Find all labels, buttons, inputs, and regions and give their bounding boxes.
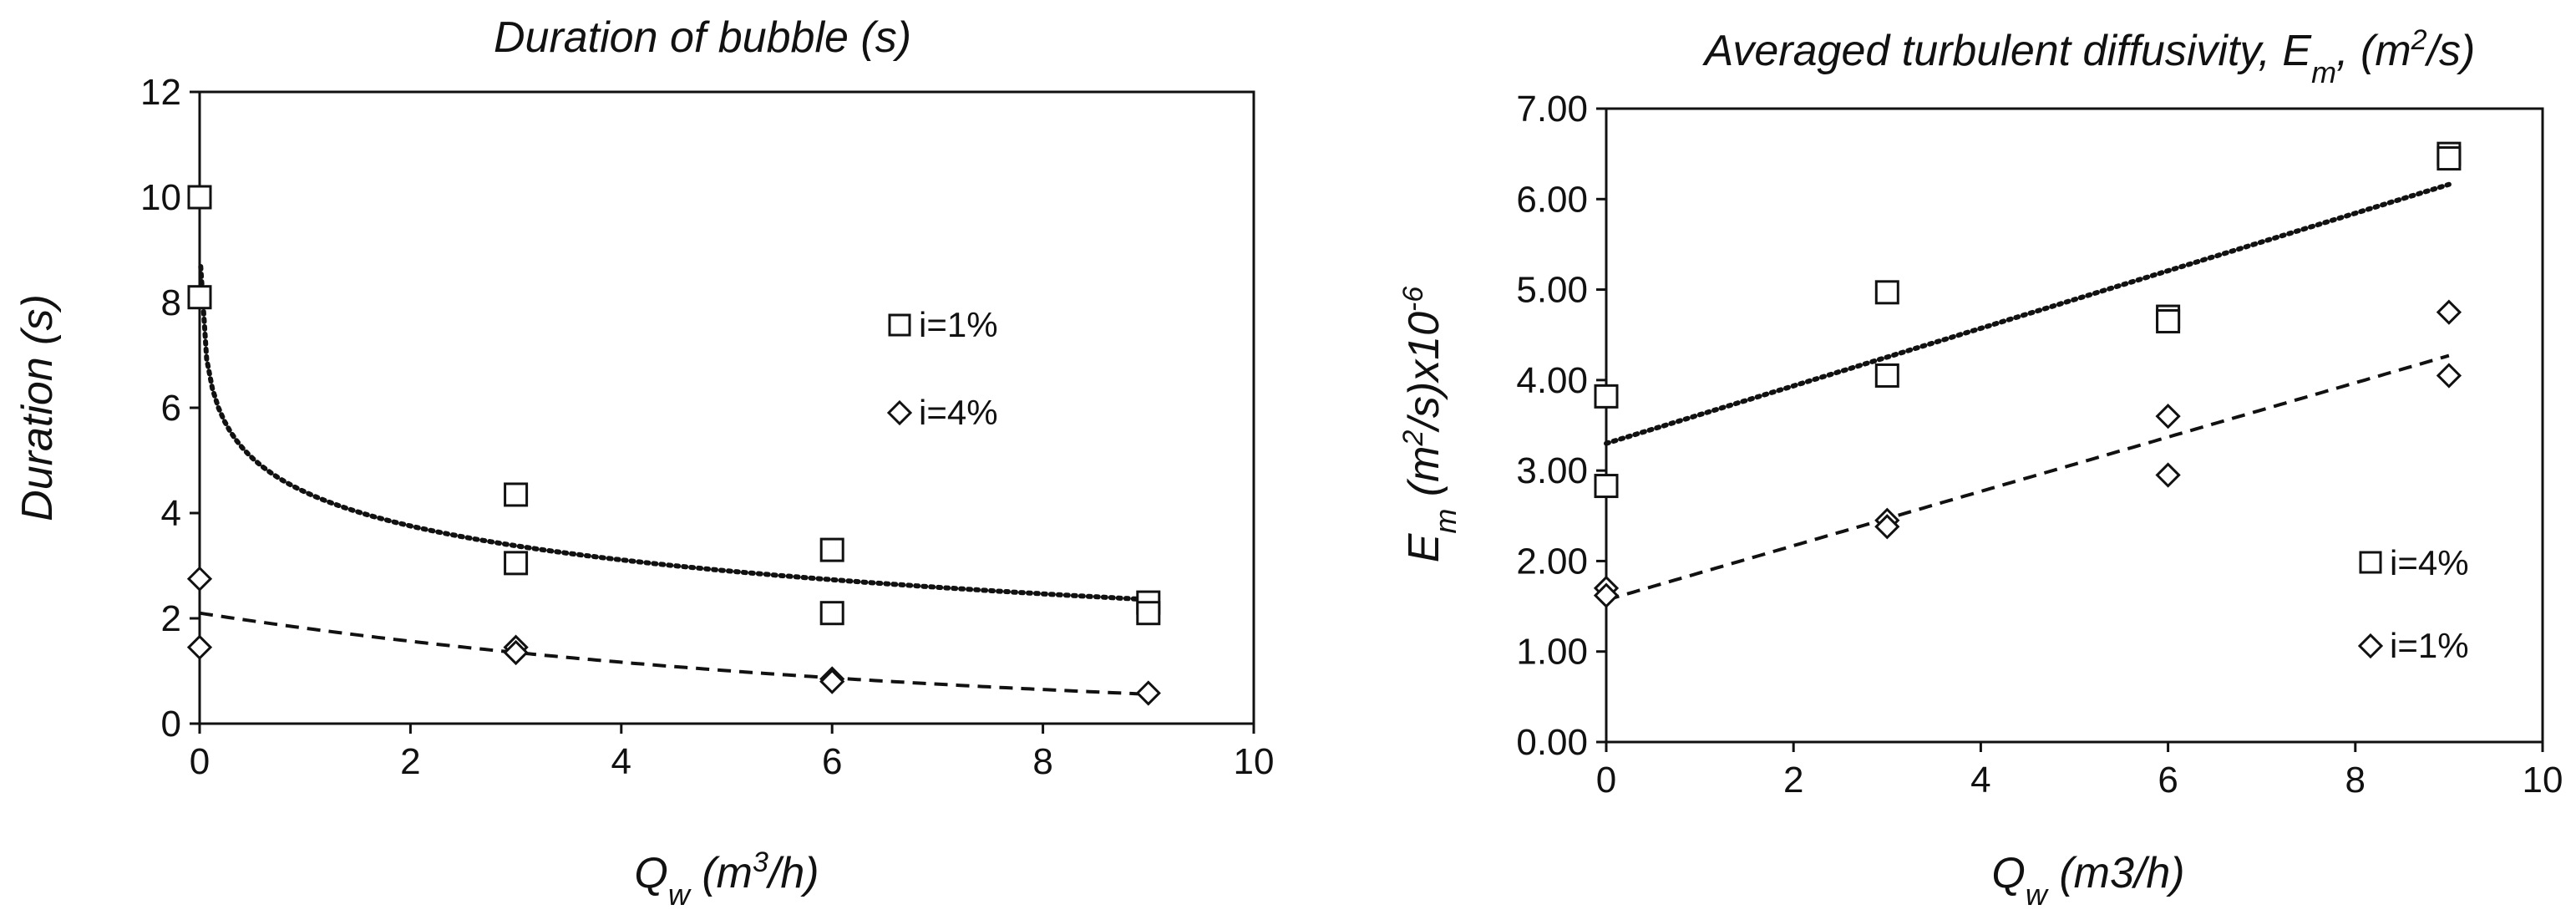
data-point-diamond xyxy=(2436,363,2462,389)
chart-duration-of-bubble: Duration of bubble (s) 0 2 4 6 8 10 12 0 2 4 6 8 10… xyxy=(13,13,1274,912)
y-tick-label: 3.00 xyxy=(1516,450,1588,491)
data-point-square xyxy=(2437,146,2462,171)
chart1-x-ticks: 0 2 4 6 8 10 xyxy=(190,724,1275,782)
legend-diamond-marker xyxy=(886,399,913,426)
data-point-square xyxy=(1874,280,1899,305)
chart1-legend-label-2: i=4% xyxy=(919,393,998,432)
x-tick-label: 4 xyxy=(611,741,631,782)
y-tick-label: 1.00 xyxy=(1516,632,1588,673)
y-tick-label: 2 xyxy=(161,598,181,639)
chart1-title: Duration of bubble (s) xyxy=(494,13,911,62)
data-point-square xyxy=(504,551,529,576)
chart2-y-ticks: 0.00 1.00 2.00 3.00 4.00 5.00 6.00 7.00 xyxy=(1516,89,1606,763)
legend-diamond-marker xyxy=(2357,633,2384,659)
y-tick-label: 4.00 xyxy=(1516,360,1588,401)
y-tick-label: 7.00 xyxy=(1516,89,1588,130)
trendline-dashed xyxy=(1605,353,2450,602)
trendline-dotted xyxy=(1604,181,2452,446)
data-point-diamond xyxy=(186,634,213,660)
x-tick-label: 8 xyxy=(2345,760,2366,801)
data-point-square xyxy=(1874,363,1899,388)
x-tick-label: 4 xyxy=(1970,760,1990,801)
chart1-legend-item-square: i=1% xyxy=(888,305,998,344)
chart2-legend-item-diamond: i=1% xyxy=(2357,626,2469,665)
y-tick-label: 4 xyxy=(161,493,181,534)
y-tick-label: 8 xyxy=(161,282,181,323)
chart2-legend: i=4% i=1% xyxy=(2357,543,2469,665)
data-point-diamond xyxy=(1135,680,1161,706)
legend-square-marker xyxy=(2359,551,2382,574)
y-tick-label: 5.00 xyxy=(1516,270,1588,311)
data-point-square xyxy=(2156,308,2181,333)
chart1-legend-item-diamond: i=4% xyxy=(886,393,998,432)
y-tick-label: 12 xyxy=(140,72,181,113)
data-point-diamond xyxy=(2155,404,2181,430)
data-point-diamond xyxy=(2436,299,2462,325)
chart1-points xyxy=(186,185,1161,706)
chart2-legend-label-2: i=1% xyxy=(2390,626,2469,665)
trendline-dashed xyxy=(199,611,1149,696)
x-tick-label: 10 xyxy=(1234,741,1275,782)
legend-square-marker xyxy=(888,313,911,337)
chart-turbulent-diffusivity: Averaged turbulent diffusivity, Em, (m2/… xyxy=(1397,24,2563,912)
data-point-diamond xyxy=(819,668,845,694)
data-point-square xyxy=(819,601,844,626)
trendline-dotted xyxy=(198,264,1151,602)
y-tick-label: 10 xyxy=(140,177,181,218)
y-tick-label: 6.00 xyxy=(1516,179,1588,220)
data-point-diamond xyxy=(1593,582,1620,608)
x-tick-label: 8 xyxy=(1032,741,1052,782)
chart2-points xyxy=(1593,141,2462,608)
chart2-plot-frame xyxy=(1605,107,2544,744)
data-point-square xyxy=(1594,384,1619,409)
chart2-legend-item-square: i=4% xyxy=(2359,543,2469,582)
x-tick-label: 0 xyxy=(190,741,210,782)
data-point-square xyxy=(1594,474,1619,499)
data-point-square xyxy=(187,285,212,310)
chart1-legend: i=1% i=4% xyxy=(886,305,998,432)
chart2-legend-label-1: i=4% xyxy=(2390,543,2469,582)
chart2-title: Averaged turbulent diffusivity, Em, (m2/… xyxy=(1702,24,2476,89)
chart1-y-axis-label: Duration (s) xyxy=(13,294,62,521)
chart1-trendlines xyxy=(198,264,1151,696)
chart1-y-ticks: 0 2 4 6 8 10 12 xyxy=(140,72,200,745)
data-point-square xyxy=(187,185,212,210)
chart2-x-ticks: 0 2 4 6 8 10 xyxy=(1596,742,2563,801)
data-point-square xyxy=(504,482,529,507)
y-tick-label: 0.00 xyxy=(1516,722,1588,763)
y-tick-label: 2.00 xyxy=(1516,541,1588,582)
chart2-trendlines xyxy=(1604,181,2452,602)
x-tick-label: 2 xyxy=(400,741,420,782)
x-tick-label: 6 xyxy=(822,741,842,782)
data-point-square xyxy=(819,537,844,562)
chart1-plot-frame xyxy=(198,90,1255,725)
y-tick-label: 6 xyxy=(161,388,181,429)
chart2-y-axis-label: Em (m2/s)x10-6 xyxy=(1397,287,1463,563)
data-point-square xyxy=(1136,601,1161,626)
data-point-diamond xyxy=(186,566,213,592)
x-tick-label: 0 xyxy=(1596,760,1616,801)
chart2-x-axis-label: Qw (m3/h) xyxy=(1991,849,2184,912)
chart1-legend-label-1: i=1% xyxy=(919,305,998,344)
x-tick-label: 10 xyxy=(2523,760,2563,801)
data-point-diamond xyxy=(2155,462,2181,488)
chart1-x-axis-label: Qw (m3/h) xyxy=(634,846,819,912)
data-point-diamond xyxy=(503,639,529,666)
x-tick-label: 6 xyxy=(2158,760,2178,801)
data-point-diamond xyxy=(1874,514,1900,540)
x-tick-label: 2 xyxy=(1783,760,1803,801)
y-tick-label: 0 xyxy=(161,704,181,745)
